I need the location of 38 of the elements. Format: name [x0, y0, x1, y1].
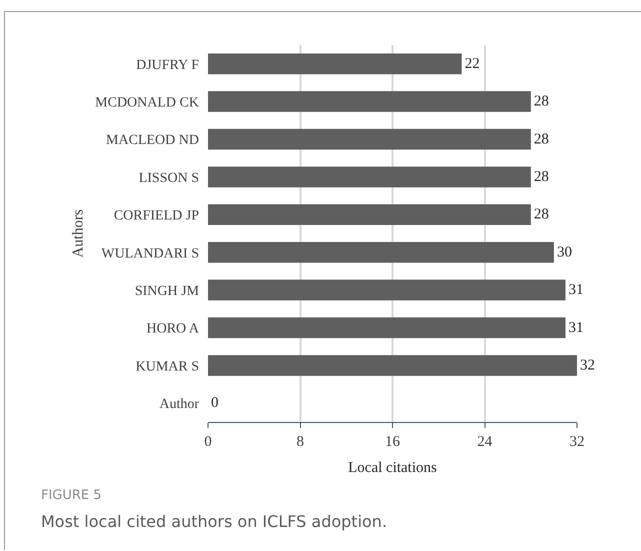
data-label: 31 — [568, 282, 584, 298]
data-label: 30 — [556, 244, 572, 260]
data-label: 31 — [568, 320, 584, 336]
y-tick-label: WULANDARI S — [101, 246, 199, 262]
data-label: 28 — [534, 168, 549, 185]
bar — [208, 317, 566, 338]
data-label: 22 — [464, 56, 480, 72]
bar — [208, 242, 554, 263]
y-tick-label: SINGH JM — [134, 284, 200, 299]
y-tick-label: HORO A — [146, 322, 200, 337]
data-label: 28 — [534, 94, 549, 110]
y-axis-title: Authors — [70, 209, 86, 258]
x-tick-label: 8 — [296, 434, 304, 450]
y-tick-label: Author — [159, 397, 200, 412]
data-label: 0 — [211, 395, 218, 412]
text: Most local cited authors on ICLFS adoption. — [41, 512, 388, 531]
y-tick-label: MACLEOD ND — [106, 133, 199, 148]
caption: FIGURE 5 — [41, 488, 102, 503]
x-tick-label: 32 — [570, 434, 584, 450]
x-axis-title: Local citations — [348, 460, 438, 476]
bar — [208, 204, 531, 226]
y-tick-label: MCDONALD CK — [95, 95, 199, 110]
y-tick-label: LISSON S — [138, 170, 199, 186]
x-tick-label: 0 — [204, 434, 212, 450]
y-tick-label: CORFIELD JP — [114, 208, 200, 224]
data-label: 28 — [534, 131, 549, 148]
y-tick-label: KUMAR S — [136, 359, 199, 374]
y-tick-label: DJUFRY F — [136, 58, 200, 73]
bar — [208, 53, 462, 74]
data-label: 32 — [580, 357, 595, 374]
bar — [208, 91, 531, 112]
data-label: 28 — [534, 206, 549, 223]
bar — [208, 280, 566, 300]
bar — [208, 355, 577, 376]
bar — [208, 166, 531, 188]
bar — [208, 128, 531, 150]
x-tick-label: 16 — [385, 434, 400, 450]
x-tick-label: 24 — [477, 434, 493, 450]
